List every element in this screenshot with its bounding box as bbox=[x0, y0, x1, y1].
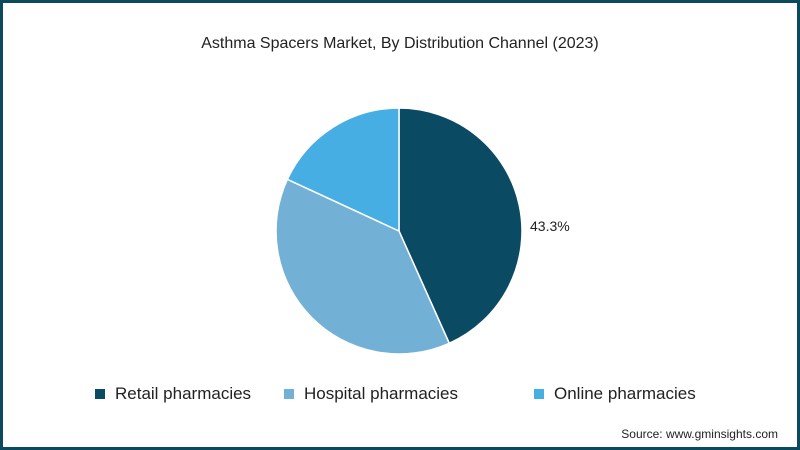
slice-label-retail: 43.3% bbox=[530, 218, 570, 234]
pie-slice-retail bbox=[398, 107, 523, 345]
legend-swatch bbox=[534, 389, 544, 399]
chart-title: Asthma Spacers Market, By Distribution C… bbox=[201, 35, 599, 52]
legend-swatch bbox=[95, 389, 105, 399]
legend-label: Hospital pharmacies bbox=[304, 384, 459, 403]
legend-item-hospital: Hospital pharmacies bbox=[284, 384, 458, 404]
legend-label: Online pharmacies bbox=[554, 384, 696, 403]
legend-label: Retail pharmacies bbox=[115, 384, 252, 403]
legend-item-online: Online pharmacies bbox=[534, 384, 696, 404]
legend-swatch bbox=[284, 389, 294, 399]
legend-item-retail: Retail pharmacies bbox=[95, 384, 251, 404]
source-note: Source: www.gminsights.com bbox=[621, 427, 778, 441]
pie-slice-online bbox=[286, 107, 400, 233]
pie-slice-hospital bbox=[275, 178, 451, 355]
